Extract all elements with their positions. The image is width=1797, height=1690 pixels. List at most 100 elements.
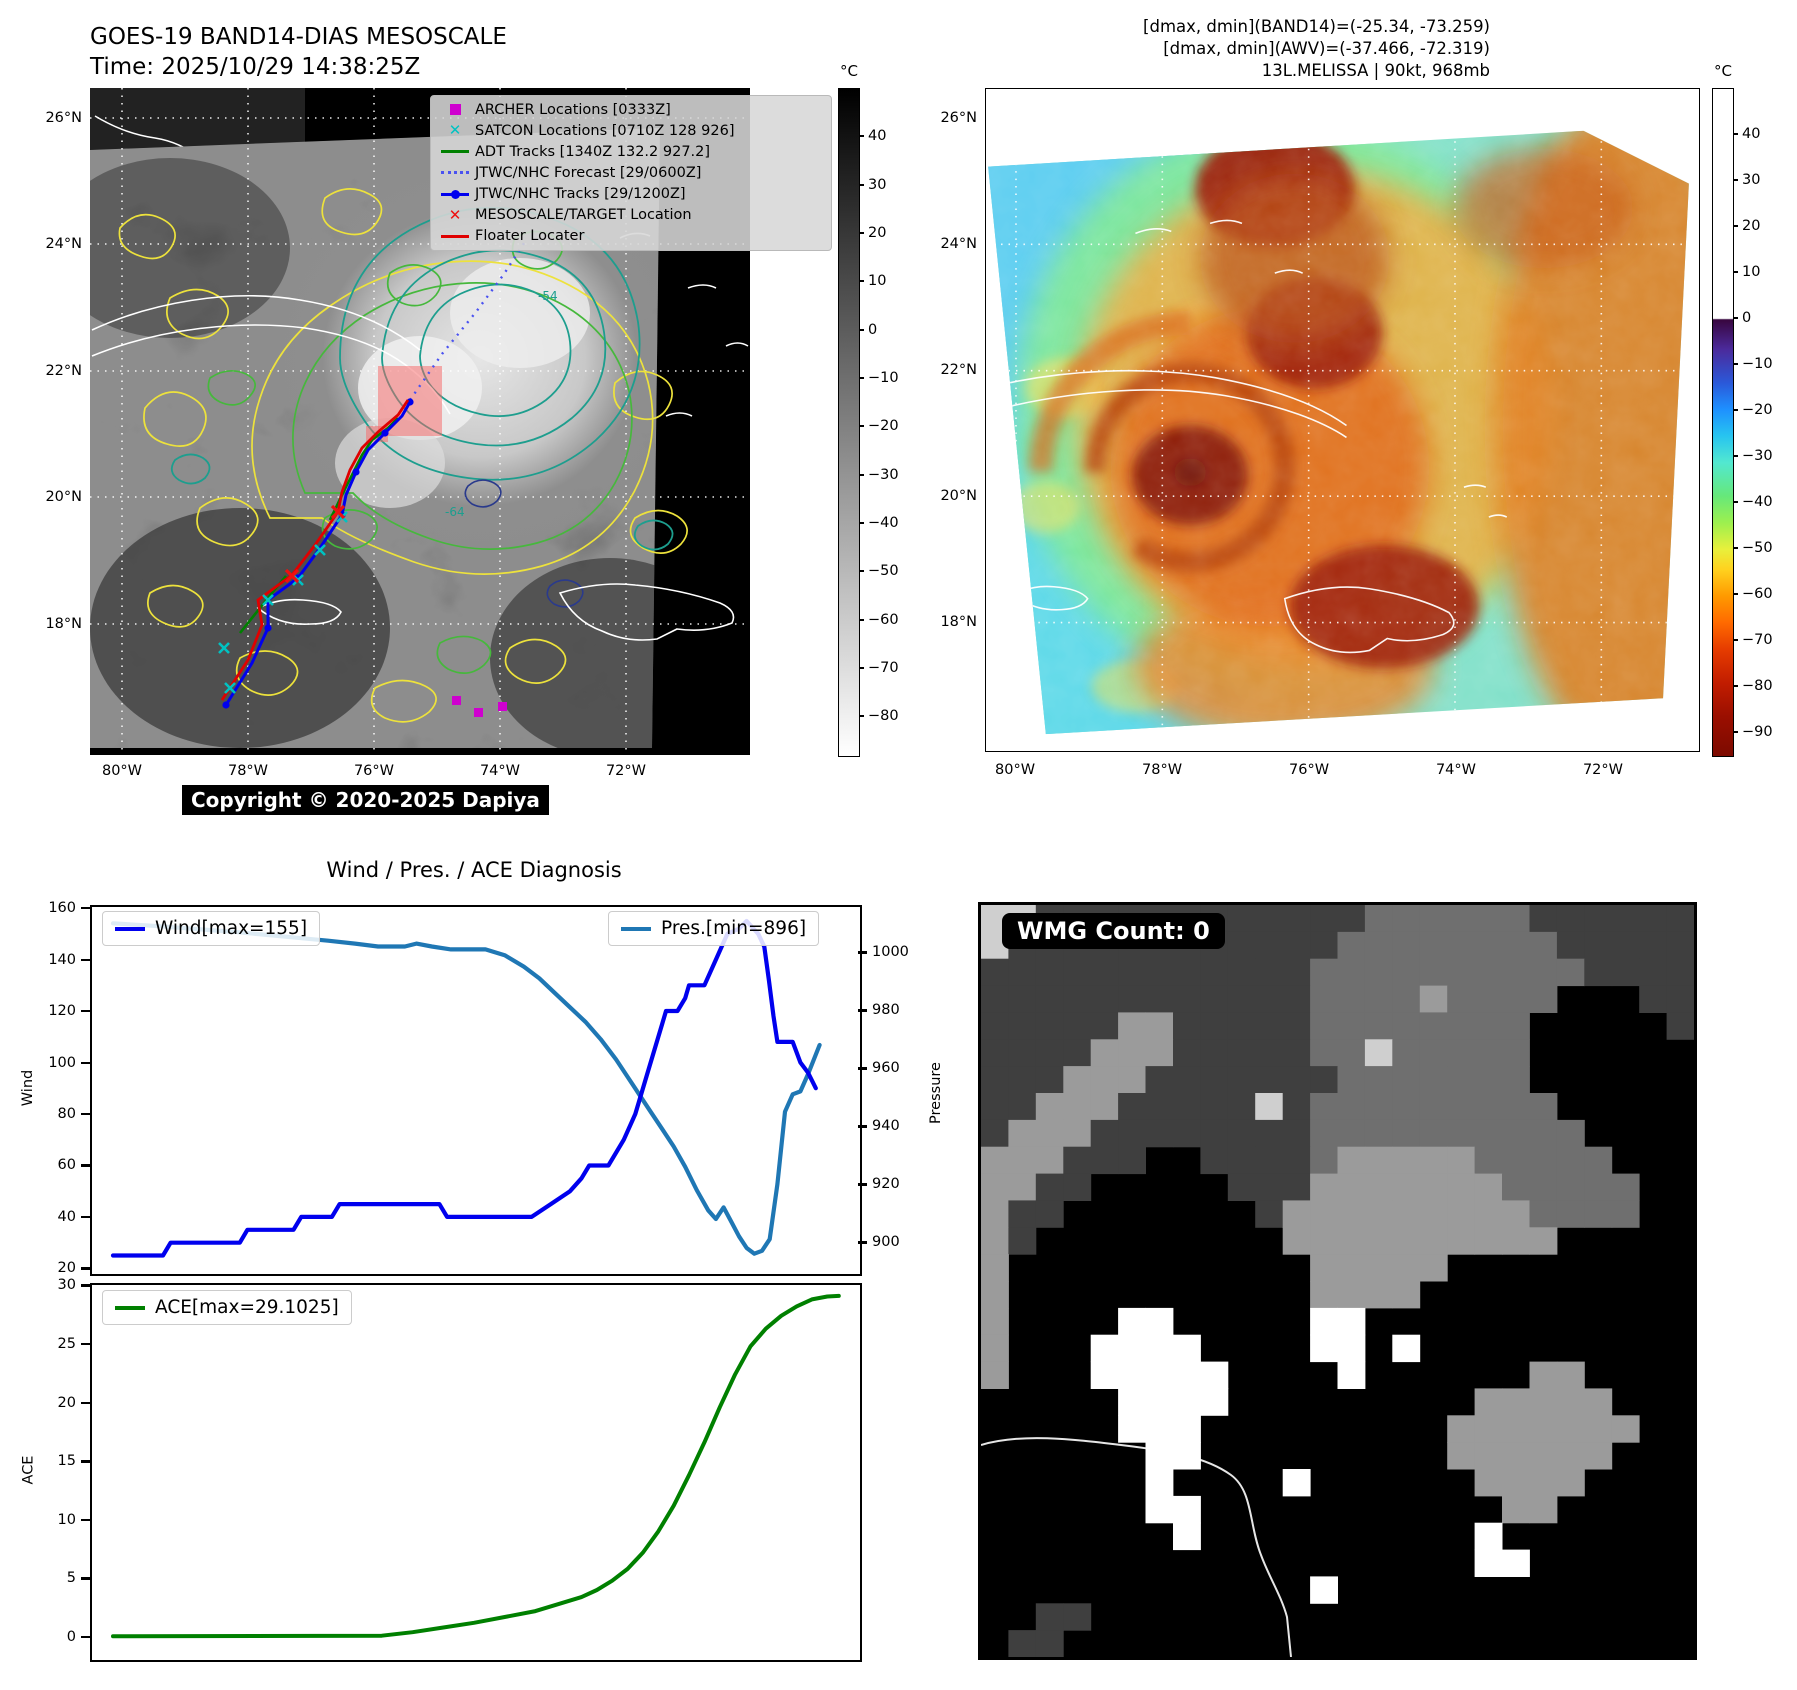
legend-item-label: SATCON Locations [0710Z 128 926]: [475, 122, 735, 139]
mesoscale-target-markers: [284, 504, 346, 584]
ace-tick: 15: [57, 1453, 76, 1470]
awv-colorbar-tick: 40: [1742, 126, 1761, 142]
wind-pressure-chart: [90, 905, 862, 1276]
wind-tick: 140: [48, 951, 76, 968]
archer-locations-icon: [435, 104, 475, 116]
wind-tick: 160: [48, 900, 76, 917]
ir-colorbar-unit: °C: [840, 62, 858, 80]
ir-colorbar-tick: 20: [868, 225, 887, 241]
tick-mark: [81, 1215, 90, 1219]
awv-lat-tick: 26°N: [940, 109, 977, 126]
satcon-locations-icon: ✕: [448, 121, 462, 140]
legend-item-label: JTWC/NHC Forecast [29/0600Z]: [475, 164, 702, 181]
tick-mark: [1733, 409, 1738, 411]
tick-mark: [1733, 455, 1738, 457]
tick-mark: [1733, 317, 1738, 319]
tick-mark: [1733, 133, 1738, 135]
legend-item-satcon-locations: ✕ SATCON Locations [0710Z 128 926]: [435, 121, 827, 140]
awv-satellite-image: [986, 89, 1698, 750]
tick-mark: [81, 1164, 90, 1167]
tick-mark: [81, 1342, 90, 1346]
diagnosis-title: Wind / Pres. / ACE Diagnosis: [326, 858, 622, 882]
ace-legend: ACE[max=29.1025]: [102, 1290, 352, 1325]
awv-lat-tick: 20°N: [940, 487, 977, 504]
wind-tick: 40: [57, 1208, 76, 1225]
wmg-coastline: [981, 1437, 1292, 1657]
tick-mark: [81, 1635, 90, 1639]
ace-tick: 30: [57, 1277, 76, 1294]
awv-colorbar-tick: 30: [1742, 172, 1761, 188]
ace-tick: 5: [66, 1570, 76, 1587]
band14-dmax-dmin: [dmax, dmin](BAND14)=(-25.34, -73.259): [1143, 17, 1490, 36]
awv-colorbar-tick: −70: [1742, 632, 1773, 648]
awv-dmax-dmin: [dmax, dmin](AWV)=(-37.466, -72.319): [1163, 39, 1490, 58]
ir-colorbar-tick: −10: [868, 370, 899, 386]
tick-mark: [859, 715, 864, 718]
awv-colorbar-tick: −20: [1742, 402, 1773, 418]
pressure-tick: 900: [872, 1234, 900, 1251]
ace-legend-label: ACE[max=29.1025]: [155, 1297, 339, 1318]
tick-mark: [81, 907, 90, 910]
jtwc-forecast-icon: [435, 171, 475, 175]
wind-legend-label: Wind[max=155]: [155, 918, 308, 939]
copyright-badge: Copyright © 2020-2025 Dapiya: [182, 785, 549, 815]
awv-lon-tick: 76°W: [1289, 762, 1330, 778]
tick-mark: [81, 1010, 90, 1013]
tick-mark: [1733, 225, 1738, 227]
tick-mark: [858, 1009, 867, 1012]
ace-tick: 10: [57, 1511, 76, 1528]
tick-mark: [1733, 547, 1738, 549]
storm-stats: [dmax, dmin](BAND14)=(-25.34, -73.259) […: [1143, 16, 1490, 82]
tick-mark: [1733, 363, 1738, 365]
wmg-count-badge: WMG Count: 0: [1002, 913, 1225, 949]
ir-warm-contours: [118, 188, 688, 723]
storm-id-intensity: 13L.MELISSA | 90kt, 968mb: [1261, 61, 1490, 80]
ir-colorbar-tick: 30: [868, 176, 887, 193]
awv-colorbar-tick: −90: [1742, 724, 1773, 740]
tick-mark: [859, 183, 864, 186]
ace-tick: 0: [66, 1628, 76, 1645]
tick-mark: [858, 1241, 867, 1244]
awv-colorbar-unit: °C: [1714, 62, 1732, 80]
tick-mark: [859, 232, 864, 234]
tick-mark: [1733, 731, 1738, 733]
ace-tick: 25: [57, 1335, 76, 1352]
legend-item-label: ADT Tracks [1340Z 132.2 927.2]: [475, 143, 711, 160]
ir-colorbar-tick: −40: [868, 515, 899, 531]
awv-lon-tick: 72°W: [1582, 762, 1623, 778]
ace-plot: [111, 1293, 841, 1639]
ir-overshoot-contours: [464, 479, 584, 608]
ace-tick: 20: [57, 1394, 76, 1411]
ir-colorbar-tick: −60: [868, 611, 899, 628]
awv-colorbar-tick: −10: [1742, 356, 1773, 372]
pressure-tick: 940: [872, 1118, 900, 1135]
pressure-tick: 920: [872, 1176, 900, 1193]
wind-axis-label: Wind: [20, 1069, 37, 1107]
tick-mark: [859, 135, 864, 138]
tick-mark: [81, 1061, 90, 1064]
wmg-panel: [978, 902, 1697, 1660]
tick-mark: [859, 667, 864, 669]
wind-legend: Wind[max=155]: [102, 911, 321, 946]
ir-lat-tick: 26°N: [45, 110, 82, 126]
legend-item-archer-locations: ARCHER Locations [0333Z]: [435, 100, 827, 119]
ir-lat-tick: 18°N: [45, 616, 82, 632]
tick-mark: [859, 618, 864, 621]
tick-mark: [81, 958, 90, 961]
legend-item-label: JTWC/NHC Tracks [29/1200Z]: [475, 186, 686, 203]
tick-mark: [81, 1577, 90, 1580]
legend-item-adt-tracks: ADT Tracks [1340Z 132.2 927.2]: [435, 142, 827, 161]
ir-satellite-image: -64 -54: [90, 88, 750, 755]
ir-colorbar-tick: −70: [868, 660, 899, 676]
ir-colorbar: [838, 88, 860, 757]
contour-label-54: -54: [538, 289, 558, 303]
pressure-tick: 1000: [872, 944, 909, 961]
ir-lon-tick: 74°W: [479, 763, 521, 779]
ir-lat-tick: 24°N: [45, 236, 82, 253]
tick-mark: [859, 377, 864, 379]
archer-markers: [452, 696, 507, 717]
ir-colorbar-tick: −50: [868, 563, 899, 580]
legend-item-label: MESOSCALE/TARGET Location: [475, 207, 692, 224]
tick-mark: [859, 280, 864, 283]
timestamp: Time: 2025/10/29 14:38:25Z: [90, 54, 421, 80]
